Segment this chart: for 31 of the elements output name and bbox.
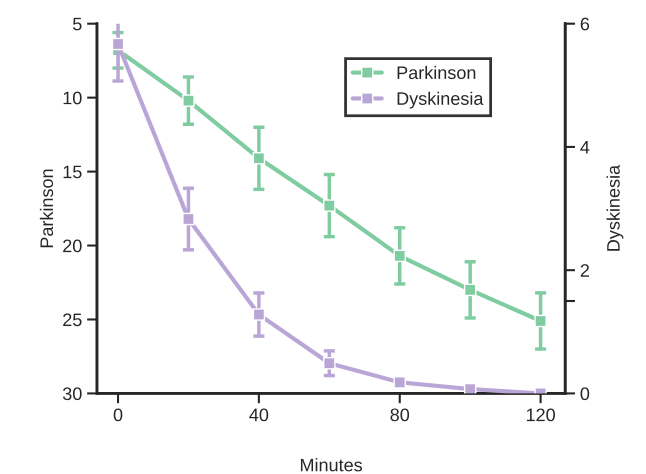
- x-tick-label: 40: [249, 408, 268, 422]
- y-tick-label: 30: [62, 387, 82, 400]
- point: [464, 382, 476, 394]
- y2-tick-label: 4: [580, 141, 590, 154]
- y2-axis-title: Dyskinesia: [606, 164, 624, 251]
- point: [252, 152, 266, 165]
- point: [393, 250, 406, 262]
- point: [464, 284, 476, 296]
- y-axis-title: Parkinson: [40, 170, 54, 248]
- x-tick-label: 0: [114, 408, 122, 422]
- point: [323, 199, 336, 212]
- point: [393, 376, 406, 389]
- legend-label: Parkinson: [398, 66, 476, 80]
- point: [112, 38, 124, 50]
- y2-tick-label: 6: [580, 18, 590, 30]
- y-tick-label: 25: [63, 313, 82, 326]
- point: [252, 308, 266, 321]
- point: [534, 314, 547, 328]
- x-tick-label: 120: [526, 408, 555, 422]
- point: [323, 356, 336, 370]
- y2-tick-label: 0: [580, 387, 590, 400]
- x-tick-label: 80: [390, 408, 410, 422]
- y-tick-label: 15: [64, 166, 82, 178]
- point: [182, 94, 195, 107]
- y-tick-label: 5: [73, 18, 82, 30]
- legend-label: Dyskinesia: [398, 92, 484, 109]
- y-tick-label: 20: [63, 239, 82, 252]
- y-tick-label: 10: [64, 92, 82, 104]
- x-axis-title: Minutes: [300, 458, 362, 472]
- y2-tick-label: 2: [580, 264, 589, 277]
- point: [182, 212, 195, 226]
